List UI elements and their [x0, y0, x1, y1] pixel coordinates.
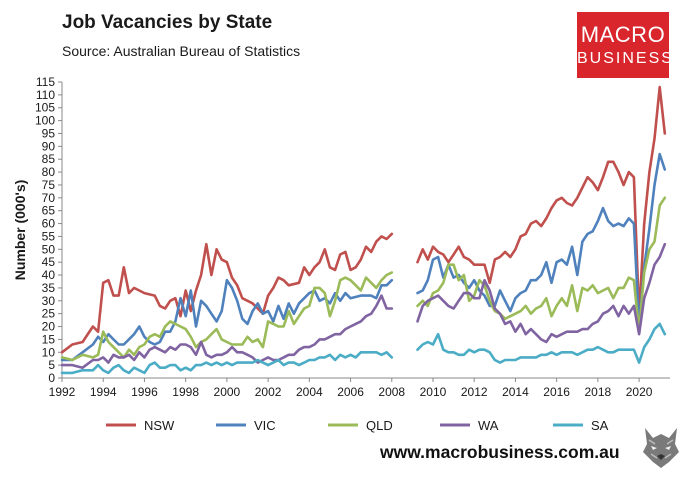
series-line-vic-1 — [60, 278, 394, 362]
x-tick-label: 1994 — [90, 385, 117, 399]
y-tick-label: 115 — [36, 75, 55, 89]
y-tick-label: 30 — [42, 294, 56, 308]
series-line-wa-1 — [60, 294, 394, 370]
y-tick-label: 10 — [42, 345, 56, 359]
y-tick-label: 85 — [42, 152, 56, 166]
y-tick-label: 45 — [42, 255, 56, 269]
x-tick-label: 2000 — [214, 385, 241, 399]
y-tick-label: 20 — [42, 320, 56, 334]
y-tick-label: 90 — [42, 139, 56, 153]
wolf-icon — [643, 428, 679, 468]
y-tick-label: 80 — [42, 165, 56, 179]
chart-source: Source: Australian Bureau of Statistics — [62, 43, 301, 59]
y-tick-label: 110 — [36, 88, 55, 102]
y-tick-label: 100 — [35, 114, 55, 128]
y-tick-label: 0 — [48, 371, 55, 385]
x-tick-label: 1996 — [131, 385, 158, 399]
y-tick-label: 60 — [42, 217, 56, 231]
chart-title: Job Vacancies by State — [62, 12, 273, 33]
y-tick-label: 75 — [42, 178, 56, 192]
series-line-nsw-2 — [416, 85, 667, 318]
x-tick-label: 1998 — [172, 385, 199, 399]
series-line-sa-2 — [416, 322, 667, 364]
y-tick-label: 70 — [42, 191, 56, 205]
x-tick-label: 2012 — [461, 385, 488, 399]
website-url: www.macrobusiness.com.au — [380, 442, 620, 462]
legend-label-qld: QLD — [366, 418, 393, 433]
macrobusiness-logo: MACRO BUSINESS — [577, 12, 674, 78]
series-line-qld-2 — [416, 196, 667, 334]
x-tick-label: 2006 — [337, 385, 364, 399]
legend-label-wa: WA — [478, 418, 499, 433]
y-tick-label: 35 — [42, 281, 56, 295]
legend-label-nsw: NSW — [144, 418, 175, 433]
series-line-wa-2 — [416, 242, 667, 344]
y-tick-label: 50 — [42, 242, 56, 256]
x-tick-label: 2018 — [585, 385, 612, 399]
x-tick-label: 2010 — [420, 385, 447, 399]
y-tick-label: 105 — [35, 101, 55, 115]
x-tick-label: 2020 — [626, 385, 653, 399]
x-tick-label: 2004 — [296, 385, 323, 399]
legend-label-sa: SA — [591, 418, 609, 433]
y-tick-label: 55 — [42, 229, 56, 243]
legend-label-vic: VIC — [254, 418, 276, 433]
y-tick-label: 15 — [42, 332, 56, 346]
series-line-vic-2 — [416, 152, 667, 328]
y-tick-label: 25 — [42, 307, 56, 321]
logo-text-business: BUSINESS — [577, 50, 674, 67]
logo-text-macro: MACRO — [580, 22, 666, 47]
y-tick-label: 65 — [42, 204, 56, 218]
series-line-nsw-1 — [60, 232, 394, 354]
y-tick-label: 5 — [48, 358, 55, 372]
x-tick-label: 2014 — [502, 385, 529, 399]
x-tick-label: 2016 — [543, 385, 570, 399]
x-tick-label: 2002 — [255, 385, 282, 399]
series-line-qld-1 — [60, 271, 394, 362]
y-tick-label: 95 — [42, 126, 56, 140]
x-tick-label: 2008 — [378, 385, 405, 399]
y-tick-label: 40 — [42, 268, 56, 282]
series-line-sa-1 — [60, 350, 394, 375]
y-axis-label: Number (000's) — [12, 180, 28, 281]
x-tick-label: 1992 — [49, 385, 76, 399]
